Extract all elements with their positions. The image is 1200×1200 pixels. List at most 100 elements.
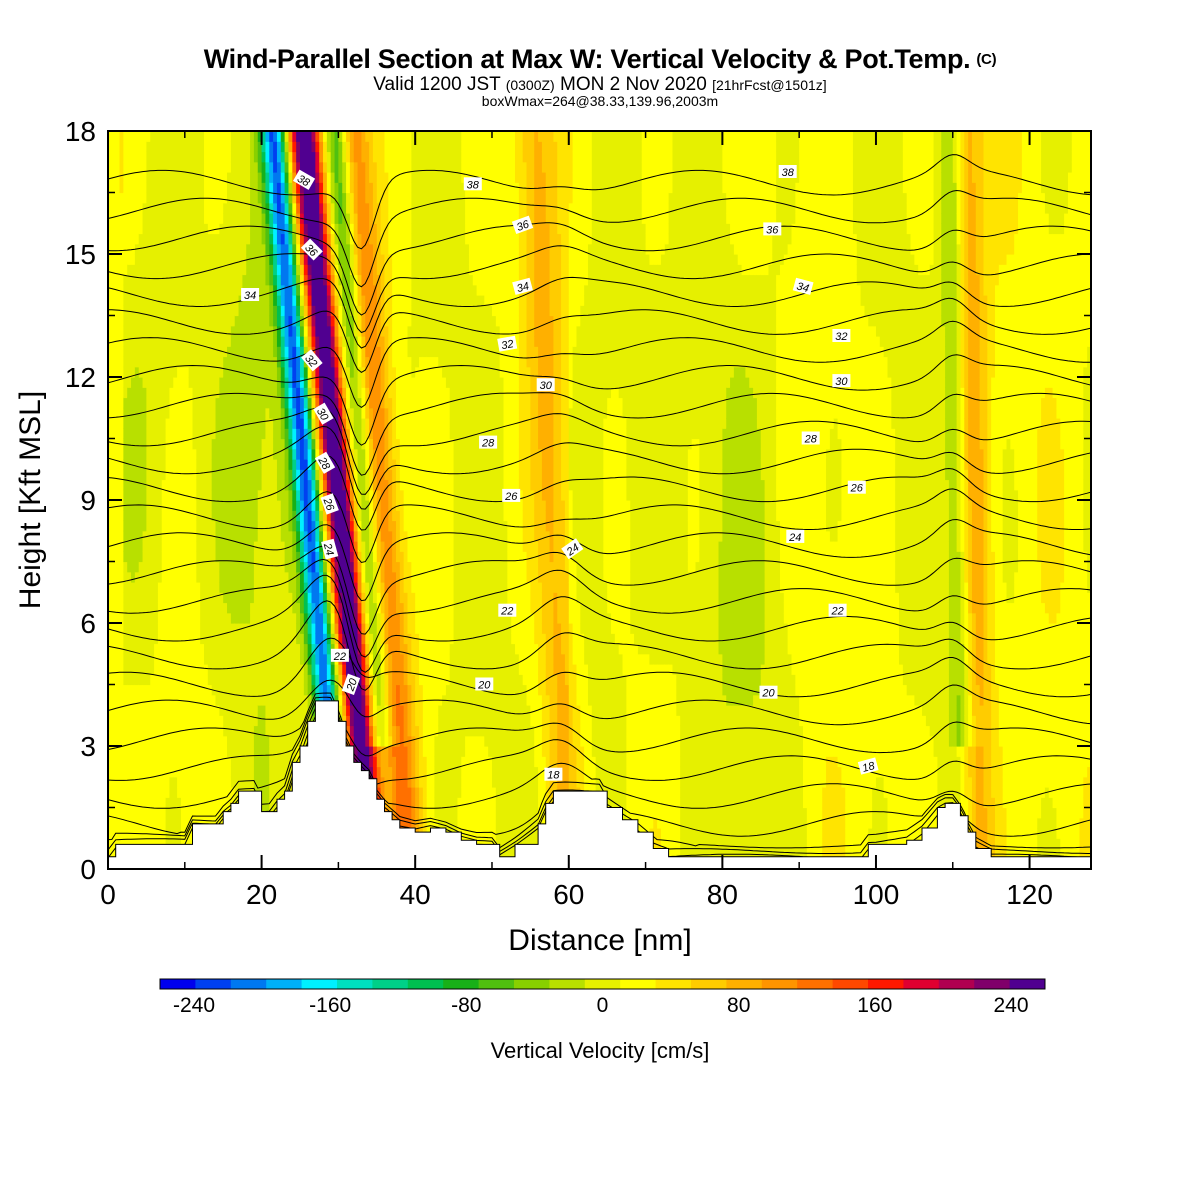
w-cell xyxy=(323,592,328,604)
w-cell xyxy=(292,694,297,706)
w-cell xyxy=(154,510,159,522)
w-cell xyxy=(242,448,247,460)
w-cell xyxy=(111,397,117,409)
w-cell xyxy=(207,715,213,727)
w-cell xyxy=(146,131,151,142)
w-cell xyxy=(161,213,167,224)
w-cell xyxy=(138,274,144,286)
w-cell xyxy=(127,223,132,235)
w-cell xyxy=(188,756,194,768)
w-cell xyxy=(207,243,213,255)
w-cell xyxy=(319,141,324,153)
w-cell xyxy=(119,705,124,716)
w-cell xyxy=(169,725,174,737)
w-cell xyxy=(115,510,121,522)
w-cell xyxy=(349,131,355,142)
w-cell xyxy=(134,551,140,563)
w-cell xyxy=(184,407,190,419)
w-cell xyxy=(131,776,136,788)
w-cell xyxy=(326,469,332,481)
w-cell xyxy=(234,377,240,388)
w-cell xyxy=(227,776,232,788)
w-cell xyxy=(200,582,205,593)
w-cell xyxy=(131,284,136,296)
w-cell xyxy=(123,161,128,173)
w-cell xyxy=(188,674,194,686)
w-cell xyxy=(184,387,190,399)
w-cell xyxy=(227,407,232,419)
w-cell xyxy=(242,489,247,501)
w-cell xyxy=(353,407,359,419)
w-cell xyxy=(138,151,144,163)
w-cell xyxy=(134,571,140,583)
w-cell xyxy=(315,582,320,593)
w-cell xyxy=(127,838,132,850)
w-cell xyxy=(234,213,240,224)
w-cell xyxy=(372,674,378,686)
w-cell xyxy=(361,315,366,327)
w-cell xyxy=(108,428,113,440)
w-cell xyxy=(142,387,147,399)
w-cell xyxy=(207,346,213,358)
w-cell xyxy=(311,500,316,511)
w-cell xyxy=(250,233,255,245)
w-cell xyxy=(192,725,197,737)
w-cell xyxy=(177,315,182,327)
w-cell xyxy=(138,182,144,194)
w-cell xyxy=(242,141,247,153)
w-cell xyxy=(138,366,144,378)
w-cell xyxy=(142,756,147,768)
w-cell xyxy=(242,131,247,142)
w-cell xyxy=(315,366,320,378)
w-cell xyxy=(192,787,197,798)
w-cell xyxy=(173,653,178,665)
w-cell xyxy=(134,807,140,819)
w-cell xyxy=(204,510,209,522)
w-cell xyxy=(119,469,124,481)
w-cell xyxy=(284,520,290,532)
w-cell xyxy=(342,295,347,306)
w-cell xyxy=(296,571,301,583)
w-cell xyxy=(188,346,194,358)
w-cell xyxy=(227,295,232,306)
w-cell xyxy=(257,192,263,204)
w-cell xyxy=(146,623,151,634)
w-cell xyxy=(311,418,316,429)
w-cell xyxy=(269,438,274,450)
w-cell xyxy=(265,377,270,388)
w-cell xyxy=(111,705,117,716)
w-cell xyxy=(238,387,243,399)
w-cell xyxy=(184,274,190,286)
w-cell xyxy=(319,243,324,255)
w-cell xyxy=(207,643,213,655)
w-cell xyxy=(299,428,305,440)
w-cell xyxy=(134,694,140,706)
w-cell xyxy=(192,448,197,460)
w-cell xyxy=(284,151,290,163)
w-cell xyxy=(315,479,320,491)
w-cell xyxy=(349,172,355,183)
w-cell xyxy=(257,213,263,224)
w-cell xyxy=(315,305,320,317)
w-cell xyxy=(338,397,343,409)
w-cell xyxy=(184,551,190,563)
w-cell xyxy=(292,366,297,378)
w-cell xyxy=(323,264,328,276)
w-cell xyxy=(346,500,351,511)
w-cell xyxy=(307,254,313,265)
w-cell xyxy=(311,305,316,317)
w-cell xyxy=(219,438,224,450)
w-cell xyxy=(250,366,255,378)
w-cell xyxy=(265,705,270,716)
w-cell xyxy=(131,746,136,757)
w-cell xyxy=(184,602,190,614)
w-cell xyxy=(357,428,363,440)
w-cell xyxy=(349,366,355,378)
w-cell xyxy=(127,131,132,142)
w-cell xyxy=(169,838,174,850)
w-cell xyxy=(127,428,132,440)
w-cell xyxy=(215,541,220,552)
w-cell xyxy=(269,551,274,563)
w-cell xyxy=(315,489,320,501)
w-cell xyxy=(261,664,267,675)
